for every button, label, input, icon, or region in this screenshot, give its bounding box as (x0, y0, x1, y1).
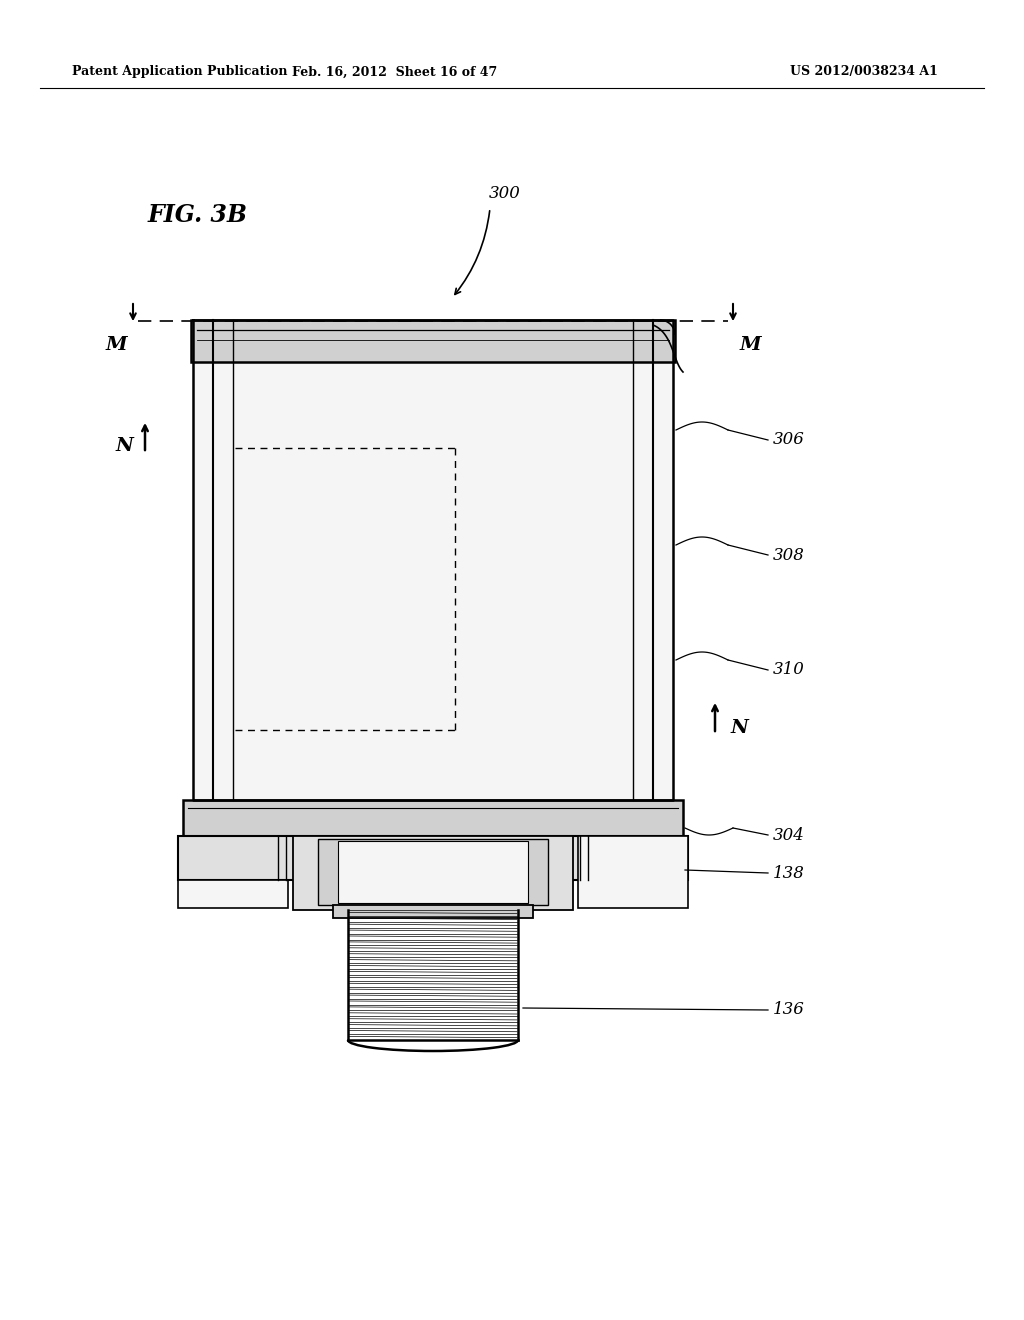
Text: 304: 304 (773, 826, 805, 843)
Text: Patent Application Publication: Patent Application Publication (72, 66, 288, 78)
Bar (293, 836, 573, 909)
Text: FIG. 3B: FIG. 3B (148, 203, 248, 227)
Text: 306: 306 (773, 432, 805, 449)
Bar (191, 319, 675, 362)
Bar (333, 906, 534, 917)
Text: M: M (739, 337, 761, 354)
Bar (193, 319, 673, 800)
Text: 136: 136 (773, 1002, 805, 1019)
Bar (338, 841, 528, 903)
Text: N: N (115, 437, 133, 455)
Text: 310: 310 (773, 661, 805, 678)
Text: Feb. 16, 2012  Sheet 16 of 47: Feb. 16, 2012 Sheet 16 of 47 (293, 66, 498, 78)
Bar (318, 840, 548, 906)
Text: N: N (731, 719, 749, 737)
Bar (183, 800, 683, 836)
Bar (578, 836, 688, 908)
Bar (178, 880, 288, 908)
Bar (178, 836, 688, 880)
Text: 308: 308 (773, 546, 805, 564)
Text: US 2012/0038234 A1: US 2012/0038234 A1 (790, 66, 938, 78)
Text: 300: 300 (489, 185, 521, 202)
Text: M: M (105, 337, 127, 354)
Text: 138: 138 (773, 865, 805, 882)
